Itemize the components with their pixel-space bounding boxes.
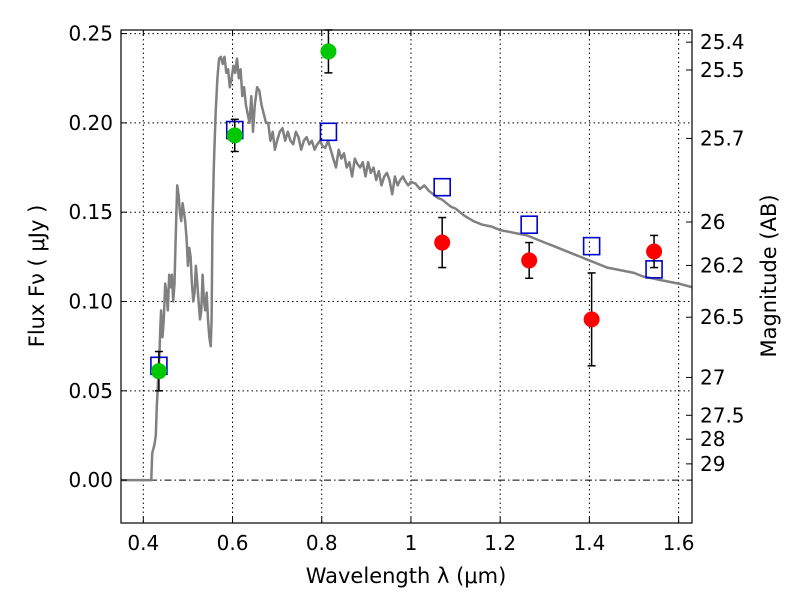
- y2-tick-label: 25.5: [700, 58, 745, 82]
- y2-tick-label: 26.5: [700, 305, 745, 329]
- observed-flux-point: [521, 252, 538, 269]
- y2-tick-label: 27: [700, 365, 725, 389]
- model-spectrum-line: [121, 55, 693, 482]
- y-tick-label: 0.15: [68, 200, 113, 224]
- y2-axis-label: Magnitude (AB): [757, 194, 781, 357]
- observed-flux-point: [150, 363, 167, 380]
- y-tick-label: 0.20: [68, 111, 113, 135]
- y-tick-label: 0.05: [68, 379, 113, 403]
- x-tick-label: 0.6: [217, 531, 249, 555]
- model-flux-square: [520, 215, 538, 234]
- y2-tick-label: 25.7: [700, 126, 745, 150]
- grid-layer: [121, 30, 692, 523]
- y2-tick-label: 26.2: [700, 253, 745, 277]
- model-flux-square: [582, 236, 601, 256]
- x-tick-label: 0.8: [306, 531, 338, 555]
- x-tick-label: 0.4: [127, 531, 159, 555]
- y-tick-label: 0.10: [68, 290, 113, 314]
- observed-flux-point: [646, 243, 663, 260]
- x-tick-label: 1.4: [573, 531, 605, 555]
- y2-tick-label: 28: [700, 427, 725, 451]
- y2-tick-label: 26: [700, 210, 725, 234]
- y-axis-label: Flux Fν ( μJy ): [25, 205, 49, 348]
- observed-flux-point: [434, 234, 451, 251]
- y-tick-label: 0.00: [68, 468, 113, 492]
- model-flux-square: [319, 122, 338, 142]
- y-tick-label: 0.25: [68, 22, 113, 46]
- plot-frame: [120, 29, 693, 524]
- axis-layer: 0.4 0.6 0.8 1 1.2 1.4 1.6 0.00 0.05 0.10 0.15 0.20 0…: [68, 22, 744, 555]
- observed-flux-point: [583, 311, 600, 328]
- observed-flux-point: [226, 127, 243, 144]
- x-tick-label: 1.2: [484, 531, 516, 555]
- x-axis-label: Wavelength λ (μm): [306, 564, 507, 588]
- y2-tick-label: 27.5: [700, 403, 745, 427]
- model-flux-square: [433, 177, 451, 197]
- observed-flux-point: [320, 43, 337, 60]
- y2-tick-label: 25.4: [700, 30, 745, 54]
- data-layer: [121, 29, 693, 482]
- y2-tick-label: 29: [700, 452, 725, 476]
- x-tick-label: 1: [405, 531, 418, 555]
- x-tick-label: 1.6: [663, 531, 695, 555]
